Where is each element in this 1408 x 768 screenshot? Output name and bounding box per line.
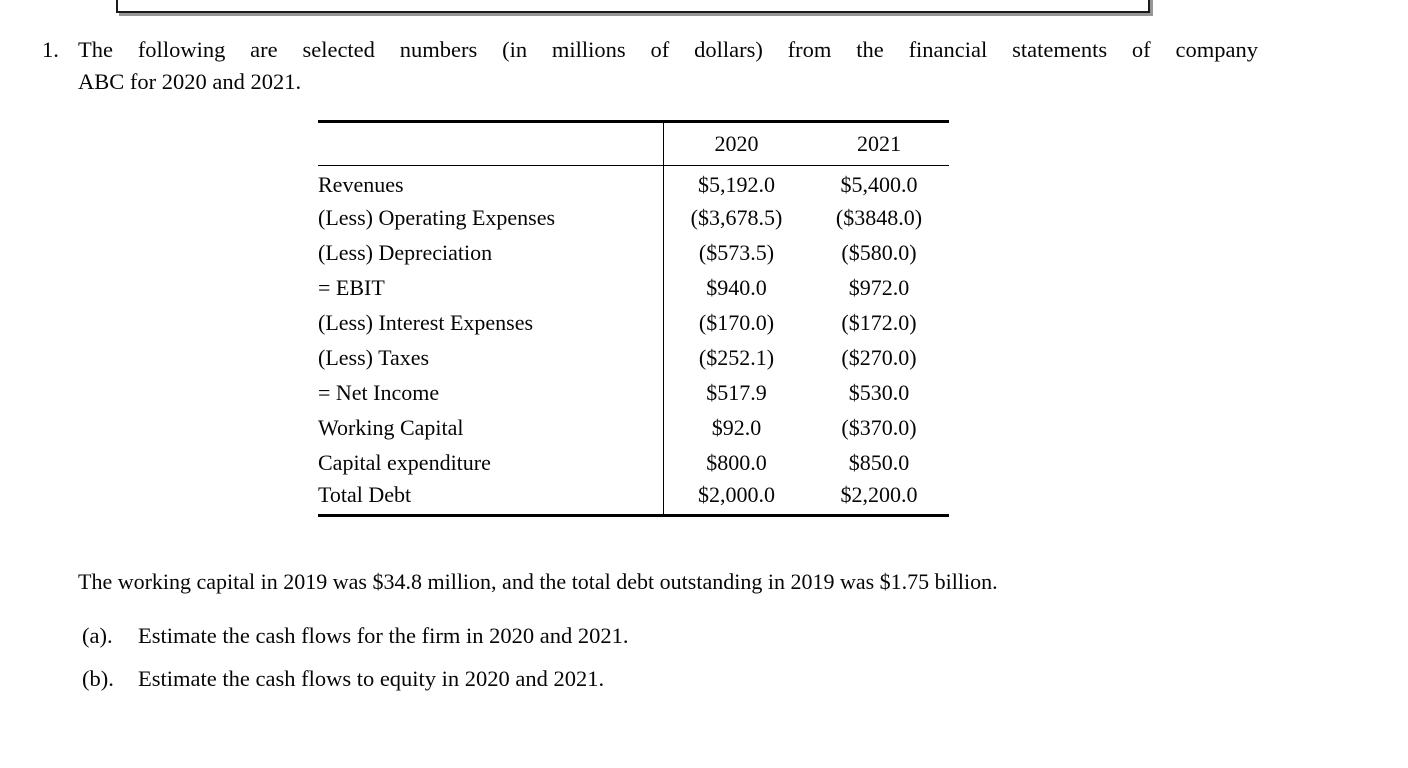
financial-table: 2020 2021 Revenues $5,192.0 $5,400.0 (Le… <box>318 120 949 517</box>
value-2021: ($172.0) <box>841 310 917 335</box>
header-2021: 2021 <box>809 121 949 166</box>
value-2021: $850.0 <box>848 450 910 475</box>
value-2021: $5,400.0 <box>840 171 918 197</box>
value-2020: ($170.0) <box>698 310 775 335</box>
table-row: Working Capital $92.0 ($370.0) <box>318 410 949 446</box>
table-row: = EBIT $940.0 $972.0 <box>318 270 949 306</box>
value-2020: $517.9 <box>706 380 767 405</box>
value-2020: ($3,678.5) <box>690 205 783 230</box>
value-2021: $2,200.0 <box>840 482 918 508</box>
part-a-label: (a). <box>82 623 113 648</box>
table-header-row: 2020 2021 <box>318 121 949 166</box>
problem-number: 1. <box>42 37 59 62</box>
row-label: (Less) Taxes <box>318 340 664 376</box>
header-2020: 2020 <box>663 121 809 166</box>
value-2021: ($370.0) <box>841 415 917 440</box>
part-a-text: Estimate the cash flows for the firm in … <box>138 623 629 648</box>
value-2020: ($252.1) <box>698 345 775 370</box>
table-row: Capital expenditure $800.0 $850.0 <box>318 445 949 481</box>
header-label-cell <box>318 121 664 166</box>
value-2021: ($580.0) <box>841 240 917 265</box>
row-label: = EBIT <box>318 270 664 306</box>
row-label: Total Debt <box>318 480 664 516</box>
row-label: Revenues <box>318 165 664 201</box>
row-label: (Less) Interest Expenses <box>318 305 664 341</box>
value-2021: $530.0 <box>848 380 910 405</box>
value-2020: $5,192.0 <box>698 171 775 197</box>
value-2021: $972.0 <box>848 275 910 300</box>
value-2020: $940.0 <box>706 275 767 300</box>
financial-table-header: 2020 2021 <box>318 121 949 166</box>
table-row: Revenues $5,192.0 $5,400.0 <box>318 165 949 201</box>
value-2020: ($573.5) <box>698 240 775 265</box>
row-label: (Less) Depreciation <box>318 235 664 271</box>
problem-statement: 1. The following are selected numbers (i… <box>42 34 1267 98</box>
problem-text-line1: The following are selected numbers (in m… <box>78 37 1258 62</box>
financial-table-body: Revenues $5,192.0 $5,400.0 (Less) Operat… <box>318 165 949 516</box>
row-label: = Net Income <box>318 375 664 411</box>
note-2019-values: The working capital in 2019 was $34.8 mi… <box>78 569 998 594</box>
question-part-b: (b). Estimate the cash flows to equity in… <box>82 664 604 694</box>
table-row: = Net Income $517.9 $530.0 <box>318 375 949 411</box>
problem-text-line2: ABC for 2020 and 2021. <box>78 69 302 94</box>
question-part-a: (a). Estimate the cash flows for the firm… <box>82 621 629 651</box>
value-2020: $800.0 <box>706 450 767 475</box>
row-label: Working Capital <box>318 410 664 446</box>
row-label: Capital expenditure <box>318 445 664 481</box>
value-2020: $2,000.0 <box>698 482 775 508</box>
cropped-answer-box <box>116 0 1150 13</box>
value-2021: ($3848.0) <box>835 205 923 230</box>
table-row: (Less) Interest Expenses ($170.0) ($172.… <box>318 305 949 341</box>
table-row: (Less) Operating Expenses ($3,678.5) ($3… <box>318 200 949 236</box>
table-row: (Less) Depreciation ($573.5) ($580.0) <box>318 235 949 271</box>
problem-text: The following are selected numbers (in m… <box>78 34 1267 98</box>
table-row: Total Debt $2,000.0 $2,200.0 <box>318 480 949 516</box>
row-label: (Less) Operating Expenses <box>318 200 664 236</box>
value-2020: $92.0 <box>711 415 762 440</box>
part-b-text: Estimate the cash flows to equity in 202… <box>138 666 605 691</box>
part-b-label: (b). <box>82 666 114 691</box>
table-row: (Less) Taxes ($252.1) ($270.0) <box>318 340 949 376</box>
value-2021: ($270.0) <box>841 345 917 370</box>
